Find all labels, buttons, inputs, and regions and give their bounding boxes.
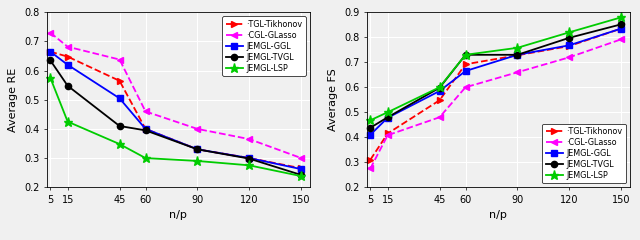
JEMGL-GGL	[513, 53, 521, 56]
JEMGL-LSP	[64, 120, 72, 123]
JEMGL-LSP	[47, 77, 54, 79]
JEMGL-LSP	[141, 157, 149, 160]
·TGL-Tikhonov	[193, 148, 201, 151]
JEMGL-TVGL	[193, 148, 201, 151]
JEMGL-LSP	[461, 53, 469, 56]
X-axis label: n/p: n/p	[490, 210, 508, 220]
·TGL-Tikhonov	[618, 27, 625, 30]
·CGL-GLasso	[298, 157, 305, 160]
·CGL-GLasso	[64, 45, 72, 48]
·TGL-Tikhonov	[513, 54, 521, 57]
JEMGL-TVGL	[116, 125, 124, 127]
·TGL-Tikhonov	[436, 99, 444, 102]
JEMGL-LSP	[367, 119, 374, 122]
JEMGL-TVGL	[47, 59, 54, 62]
JEMGL-TVGL	[367, 126, 374, 129]
JEMGL-LSP	[193, 160, 201, 162]
·TGL-Tikhonov	[47, 50, 54, 53]
JEMGL-GGL	[64, 63, 72, 66]
Line: ·CGL-GLasso: ·CGL-GLasso	[367, 36, 624, 172]
JEMGL-LSP	[618, 16, 625, 19]
JEMGL-GGL	[461, 70, 469, 72]
·TGL-Tikhonov	[384, 132, 392, 135]
Line: JEMGL-GGL: JEMGL-GGL	[367, 25, 624, 138]
JEMGL-GGL	[618, 27, 625, 30]
Line: JEMGL-LSP: JEMGL-LSP	[366, 13, 626, 125]
·CGL-GLasso	[384, 134, 392, 137]
JEMGL-GGL	[436, 90, 444, 92]
JEMGL-GGL	[384, 116, 392, 119]
·CGL-GLasso	[246, 138, 253, 141]
Line: JEMGL-GGL: JEMGL-GGL	[47, 48, 304, 172]
JEMGL-GGL	[47, 50, 54, 53]
JEMGL-LSP	[566, 31, 573, 34]
X-axis label: n/p: n/p	[170, 210, 188, 220]
JEMGL-LSP	[436, 86, 444, 89]
·CGL-GLasso	[566, 56, 573, 59]
JEMGL-LSP	[298, 175, 305, 178]
JEMGL-TVGL	[436, 86, 444, 89]
Legend: ·TGL-Tikhonov, ·CGL-GLasso, JEMGL-GGL, JEMGL-TVGL, JEMGL-LSP: ·TGL-Tikhonov, ·CGL-GLasso, JEMGL-GGL, J…	[542, 124, 626, 183]
·CGL-GLasso	[116, 58, 124, 61]
Line: ·CGL-GLasso: ·CGL-GLasso	[47, 30, 304, 161]
JEMGL-TVGL	[513, 53, 521, 56]
·TGL-Tikhonov	[566, 45, 573, 48]
·CGL-GLasso	[367, 167, 374, 170]
Line: ·TGL-Tikhonov: ·TGL-Tikhonov	[47, 48, 304, 171]
·TGL-Tikhonov	[367, 158, 374, 161]
Legend: ·TGL-Tikhonov, ·CGL-GLasso, JEMGL-GGL, JEMGL-TVGL, JEMGL-LSP: ·TGL-Tikhonov, ·CGL-GLasso, JEMGL-GGL, J…	[222, 16, 306, 76]
JEMGL-TVGL	[141, 129, 149, 132]
·TGL-Tikhonov	[246, 157, 253, 160]
·TGL-Tikhonov	[298, 167, 305, 170]
·TGL-Tikhonov	[141, 127, 149, 130]
·TGL-Tikhonov	[64, 55, 72, 58]
·CGL-GLasso	[436, 116, 444, 119]
JEMGL-GGL	[193, 148, 201, 151]
·CGL-GLasso	[193, 127, 201, 130]
·CGL-GLasso	[141, 110, 149, 113]
JEMGL-LSP	[116, 143, 124, 145]
JEMGL-TVGL	[566, 36, 573, 39]
JEMGL-LSP	[513, 46, 521, 49]
·TGL-Tikhonov	[461, 63, 469, 66]
·TGL-Tikhonov	[116, 79, 124, 82]
JEMGL-LSP	[384, 111, 392, 114]
JEMGL-GGL	[367, 133, 374, 136]
JEMGL-TVGL	[618, 23, 625, 26]
Line: JEMGL-TVGL: JEMGL-TVGL	[367, 21, 624, 131]
JEMGL-TVGL	[384, 116, 392, 119]
JEMGL-GGL	[246, 157, 253, 160]
JEMGL-GGL	[116, 97, 124, 100]
JEMGL-GGL	[298, 168, 305, 171]
·CGL-GLasso	[513, 71, 521, 74]
·CGL-GLasso	[461, 86, 469, 89]
Line: JEMGL-TVGL: JEMGL-TVGL	[47, 57, 304, 178]
JEMGL-LSP	[246, 164, 253, 167]
JEMGL-TVGL	[64, 84, 72, 87]
JEMGL-TVGL	[298, 174, 305, 176]
JEMGL-GGL	[566, 44, 573, 47]
JEMGL-TVGL	[246, 157, 253, 160]
JEMGL-GGL	[141, 127, 149, 130]
·CGL-GLasso	[618, 38, 625, 41]
Y-axis label: Average RE: Average RE	[8, 68, 19, 132]
Y-axis label: Average FS: Average FS	[328, 68, 339, 131]
JEMGL-TVGL	[461, 53, 469, 56]
·CGL-GLasso	[47, 31, 54, 34]
Line: ·TGL-Tikhonov: ·TGL-Tikhonov	[367, 25, 624, 163]
Line: JEMGL-LSP: JEMGL-LSP	[46, 73, 306, 181]
